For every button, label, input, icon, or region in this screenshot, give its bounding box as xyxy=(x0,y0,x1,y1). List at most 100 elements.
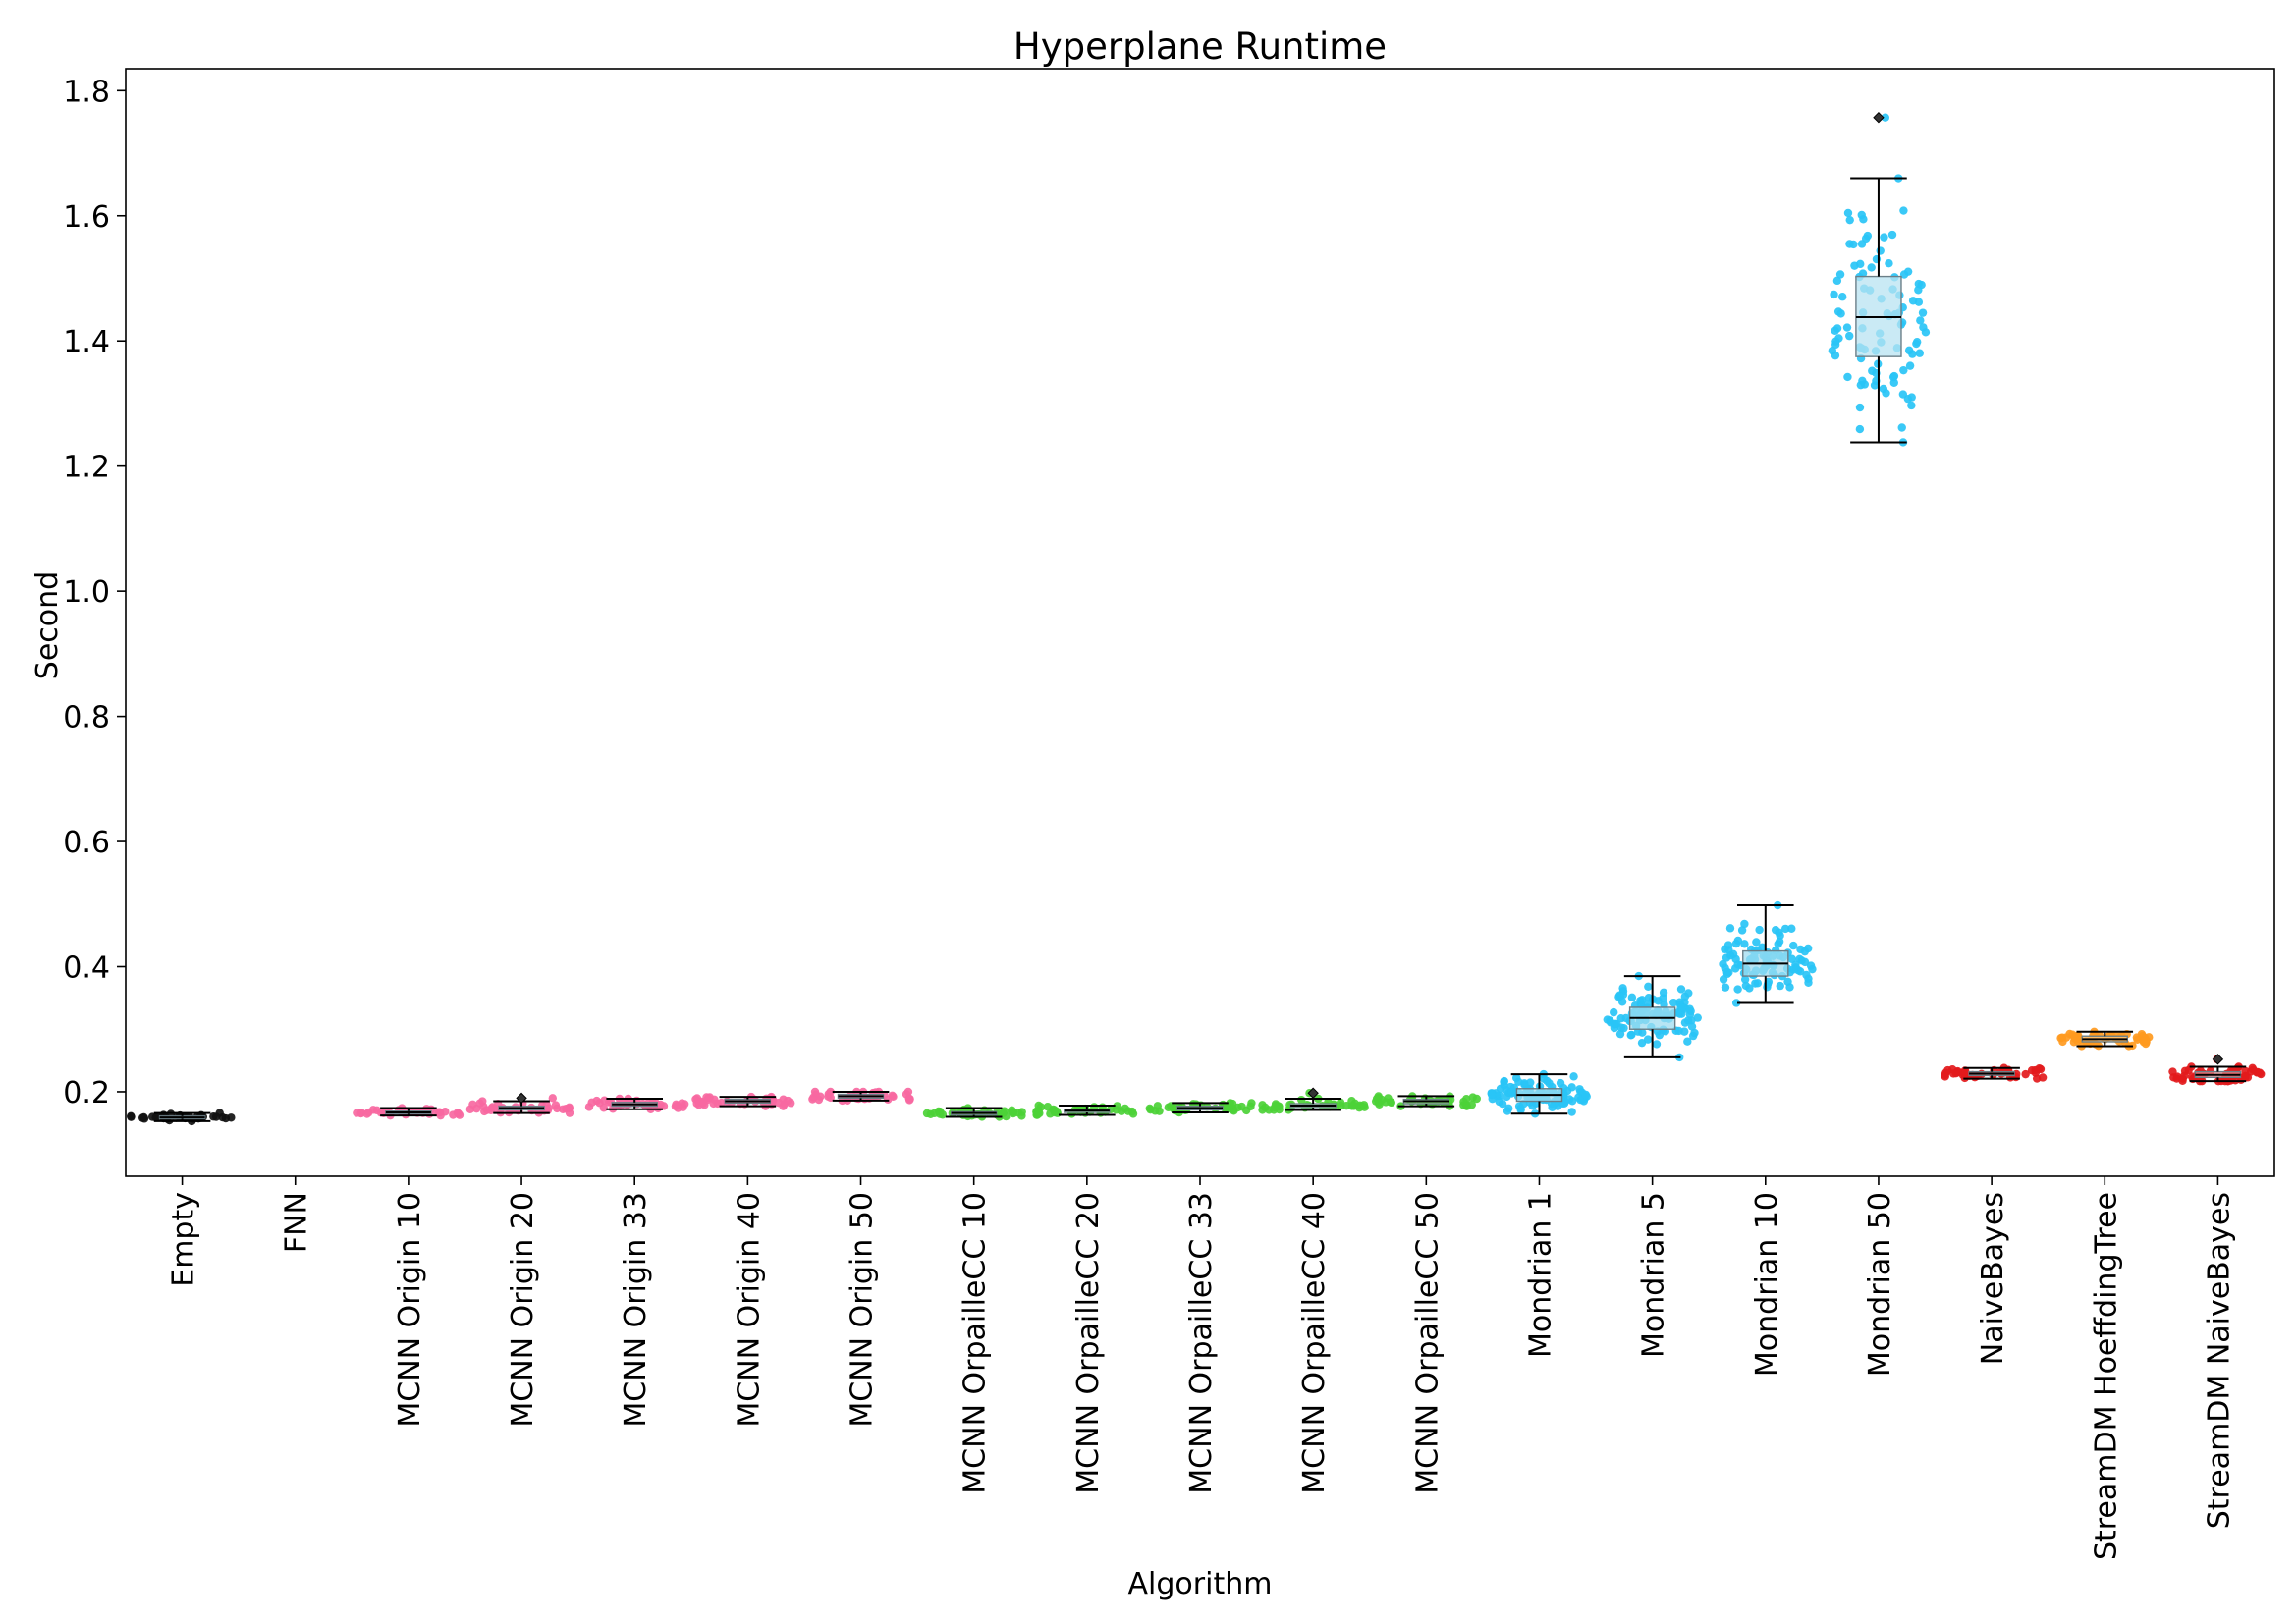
data-point xyxy=(656,1100,665,1109)
y-tick-label: 0.4 xyxy=(63,951,110,986)
data-point xyxy=(475,1099,484,1108)
data-point xyxy=(1795,954,1804,964)
data-point xyxy=(1755,925,1764,935)
data-point xyxy=(1685,1004,1694,1013)
x-tick-label: Mondrian 50 xyxy=(1863,1192,1897,1377)
data-point xyxy=(709,1099,718,1109)
box-group xyxy=(691,1092,795,1110)
data-point xyxy=(1616,1023,1626,1032)
data-point xyxy=(702,1096,712,1105)
data-point xyxy=(139,1114,149,1123)
data-point xyxy=(1789,941,1798,950)
data-point xyxy=(1155,1107,1164,1115)
data-point xyxy=(1740,919,1749,929)
data-point xyxy=(934,1107,944,1116)
data-point xyxy=(1800,947,1810,956)
data-point xyxy=(1775,937,1784,947)
data-point xyxy=(1897,423,1906,432)
data-point xyxy=(1145,1104,1154,1113)
outlier-marker xyxy=(1307,1087,1319,1099)
x-axis: Empty FNN MCNN Origin 10 MCNN Origin 20 MCNN… xyxy=(167,1176,2236,1560)
data-point xyxy=(1567,1083,1576,1092)
data-point xyxy=(1693,1013,1702,1022)
data-point xyxy=(1258,1106,1267,1114)
data-point xyxy=(1721,983,1730,992)
data-point xyxy=(1908,350,1917,358)
data-point xyxy=(1618,984,1627,993)
data-point xyxy=(565,1103,574,1112)
y-tick-label: 0.8 xyxy=(63,701,110,735)
data-point xyxy=(1688,1031,1698,1041)
y-tick-label: 0.6 xyxy=(63,826,110,860)
data-point xyxy=(1916,316,1925,325)
x-tick-label: MCNN Origin 50 xyxy=(846,1192,880,1428)
y-tick-label: 0.2 xyxy=(63,1076,110,1110)
data-point xyxy=(1360,1103,1369,1111)
x-tick-label: Mondrian 5 xyxy=(1637,1192,1671,1358)
data-point xyxy=(787,1099,795,1108)
box-group xyxy=(1719,900,1817,1007)
data-point xyxy=(1915,349,1924,357)
data-point xyxy=(1843,208,1853,218)
data-point xyxy=(1919,323,1928,332)
data-point xyxy=(1898,390,1908,399)
data-point xyxy=(1740,940,1749,948)
data-point xyxy=(2139,1038,2149,1047)
data-point xyxy=(2248,1063,2257,1073)
data-point xyxy=(1733,985,1742,994)
data-point xyxy=(1722,953,1731,962)
data-point xyxy=(1669,998,1678,1007)
data-point xyxy=(1776,981,1784,991)
x-axis-label: Algorithm xyxy=(1128,1567,1273,1601)
x-tick-label: Mondrian 1 xyxy=(1523,1192,1558,1358)
data-point xyxy=(1377,1095,1387,1105)
data-point xyxy=(1905,361,1915,370)
x-tick-label: MCNN OrpailleCC 20 xyxy=(1071,1192,1106,1494)
data-point xyxy=(2255,1068,2265,1077)
data-point xyxy=(1013,1108,1023,1117)
data-point xyxy=(600,1096,609,1105)
data-point xyxy=(2168,1067,2177,1076)
data-point xyxy=(1644,993,1654,1002)
data-point xyxy=(1637,1038,1647,1048)
data-point xyxy=(1775,928,1783,937)
data-point xyxy=(889,1092,898,1102)
data-point xyxy=(1802,970,1811,980)
data-point xyxy=(1164,1103,1173,1112)
data-point xyxy=(151,1113,160,1122)
y-tick-label: 1.4 xyxy=(63,325,110,359)
data-point xyxy=(468,1100,477,1109)
x-tick-label: MCNN Origin 10 xyxy=(393,1192,427,1428)
data-point xyxy=(1831,351,1840,360)
data-point xyxy=(1836,309,1845,318)
box-group xyxy=(127,1109,236,1126)
data-point xyxy=(1652,1040,1662,1049)
data-point xyxy=(1845,240,1854,248)
data-point xyxy=(2180,1066,2190,1075)
x-tick-label: MCNN OrpailleCC 10 xyxy=(958,1192,993,1494)
data-point xyxy=(1758,943,1767,952)
data-point xyxy=(1495,1097,1503,1107)
data-point xyxy=(808,1095,817,1104)
data-point xyxy=(2021,1069,2030,1079)
box-group xyxy=(1941,1063,2048,1083)
data-point xyxy=(1008,1106,1016,1115)
data-point xyxy=(362,1109,371,1118)
data-point xyxy=(227,1113,236,1122)
x-tick-label: MCNN Origin 40 xyxy=(732,1192,766,1428)
x-tick-label: FNN xyxy=(280,1192,314,1253)
box-group xyxy=(1145,1099,1256,1117)
data-point xyxy=(127,1112,136,1121)
x-tick-label: MCNN Origin 20 xyxy=(506,1192,540,1428)
data-point xyxy=(1528,1102,1537,1110)
data-point xyxy=(1472,1094,1481,1104)
data-point xyxy=(1731,939,1741,948)
data-point xyxy=(1857,210,1866,220)
data-point xyxy=(1845,331,1854,341)
data-point xyxy=(1121,1104,1129,1113)
data-point xyxy=(1687,1022,1697,1031)
data-point xyxy=(1740,975,1750,984)
x-tick-label: MCNN OrpailleCC 50 xyxy=(1410,1192,1445,1494)
data-point xyxy=(1842,323,1852,332)
